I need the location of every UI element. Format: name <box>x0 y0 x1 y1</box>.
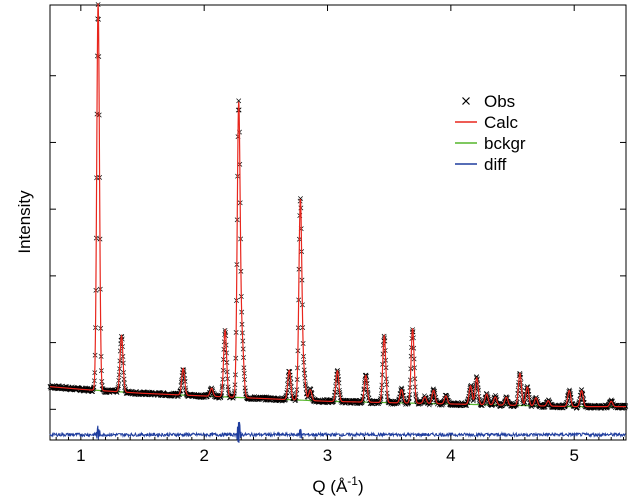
x-axis-title-main: Q (Å <box>312 477 348 496</box>
x-tick-label-2: 2 <box>199 446 208 465</box>
x-axis-title-superscript: -1 <box>347 474 358 488</box>
x-tick-label-4: 4 <box>446 446 455 465</box>
series-layer <box>48 2 628 442</box>
x-axis-title-suffix: ) <box>358 477 364 496</box>
x-axis-title: Q (Å-1) <box>312 474 363 496</box>
x-tick-label-1: 1 <box>76 446 85 465</box>
legend-obs-label: Obs <box>484 92 515 111</box>
x-tick-label-5: 5 <box>569 446 578 465</box>
obs-marker-path <box>48 2 628 410</box>
legend: Obs Calc bckgr diff <box>455 92 526 174</box>
legend-obs-marker <box>463 98 470 105</box>
x-tick-labels: 1 2 3 4 5 <box>76 446 579 465</box>
legend-item-obs: Obs <box>463 92 516 111</box>
legend-diff-label: diff <box>484 155 507 174</box>
legend-item-calc: Calc <box>455 113 519 132</box>
legend-item-bckgr: bckgr <box>455 134 526 153</box>
legend-bckgr-label: bckgr <box>484 134 526 153</box>
legend-calc-label: Calc <box>484 113 519 132</box>
obs-markers <box>48 2 628 410</box>
x-tick-label-3: 3 <box>323 446 332 465</box>
legend-item-diff: diff <box>455 155 507 174</box>
calc-line <box>50 3 626 406</box>
y-axis-title: Intensity <box>15 190 34 254</box>
